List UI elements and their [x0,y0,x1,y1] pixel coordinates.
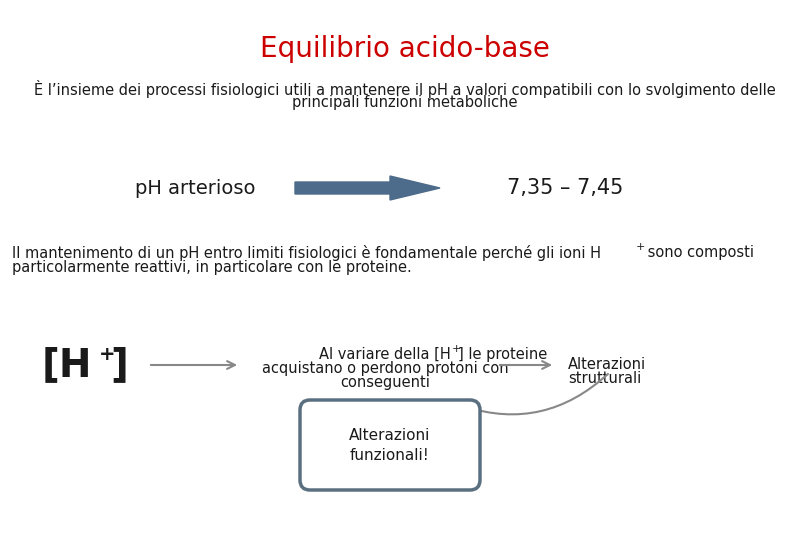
Text: acquistano o perdono protoni con: acquistano o perdono protoni con [262,361,509,376]
Text: Il mantenimento di un pH entro limiti fisiologici è fondamentale perché gli ioni: Il mantenimento di un pH entro limiti fi… [12,245,601,261]
Text: conseguenti: conseguenti [340,375,430,390]
Text: particolarmente reattivi, in particolare con le proteine.: particolarmente reattivi, in particolare… [12,260,411,275]
Text: +: + [636,242,646,252]
Text: principali funzioni metaboliche: principali funzioni metaboliche [292,95,518,110]
Polygon shape [295,176,440,200]
Text: strutturali: strutturali [568,371,642,386]
Text: 7,35 – 7,45: 7,35 – 7,45 [507,178,623,198]
Text: pH arterioso: pH arterioso [134,179,255,198]
Text: ]: ] [110,346,128,384]
Text: Equilibrio acido-base: Equilibrio acido-base [260,35,550,63]
Text: [H: [H [42,346,92,384]
Text: funzionali!: funzionali! [350,448,430,462]
Text: +: + [99,346,116,365]
Text: Alterazioni: Alterazioni [349,428,431,442]
Text: Al variare della [H: Al variare della [H [319,347,451,362]
Text: È l’insieme dei processi fisiologici utili a mantenere il pH a valori compatibil: È l’insieme dei processi fisiologici uti… [34,80,776,98]
Text: Alterazioni: Alterazioni [568,357,646,372]
Text: +: + [452,344,462,354]
Text: sono composti: sono composti [643,245,754,260]
Text: ] le proteine: ] le proteine [458,347,548,362]
FancyBboxPatch shape [300,400,480,490]
